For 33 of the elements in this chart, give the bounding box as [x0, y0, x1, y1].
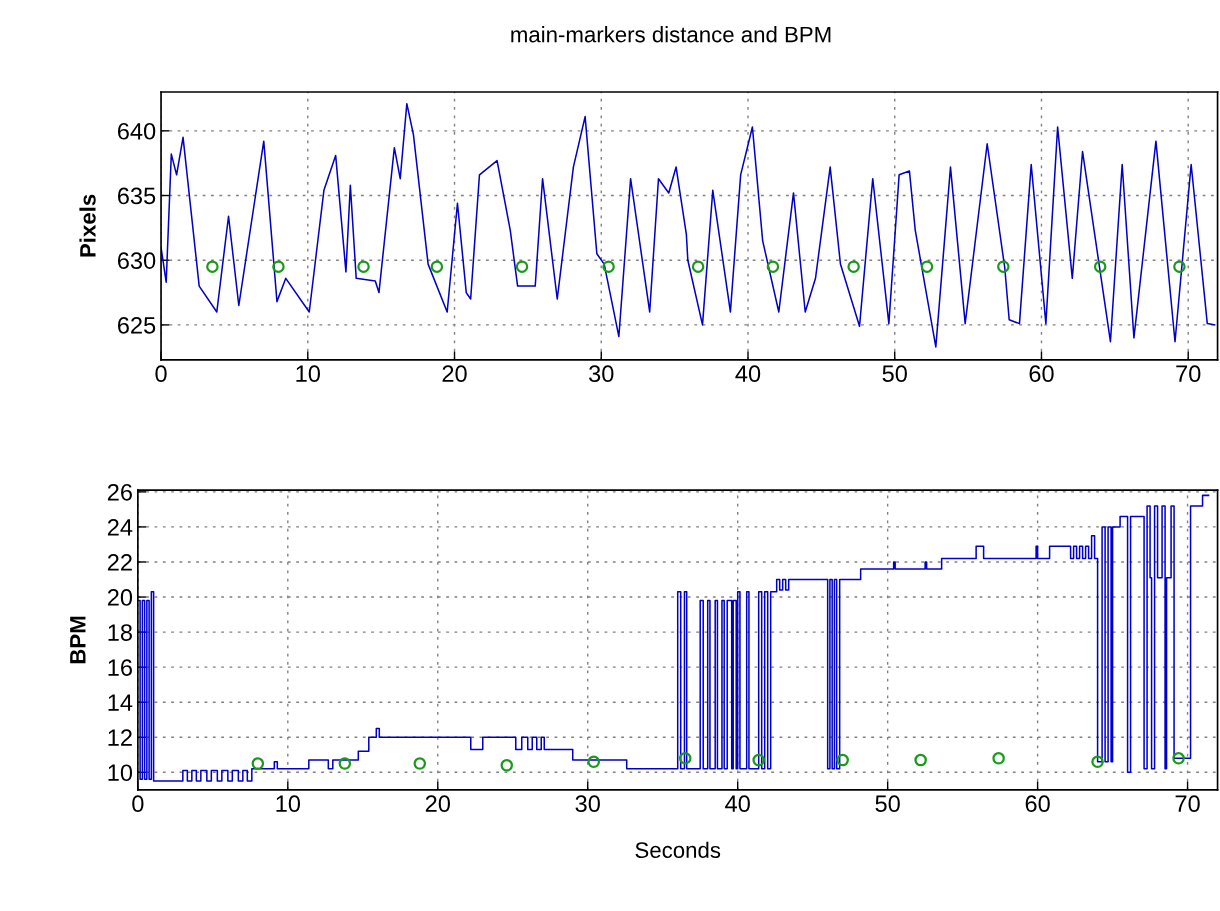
x-tick-label: 10 — [296, 365, 320, 383]
chart-title: main-markers distance and BPM — [511, 26, 831, 43]
y-axis-title: BPM — [70, 616, 86, 664]
y-tick-label: 22 — [107, 554, 132, 571]
y-tick-label: 12 — [108, 729, 132, 746]
x-tick-label: 40 — [725, 795, 750, 813]
y-tick-label: 14 — [108, 694, 133, 711]
x-tick-label: 50 — [882, 365, 907, 383]
y-tick-label: 625 — [117, 316, 156, 334]
x-tick-label: 30 — [575, 795, 600, 813]
x-tick-label: 20 — [425, 795, 450, 813]
y-tick-label: 20 — [107, 589, 133, 606]
y-axis-title: Pixels — [79, 194, 96, 257]
y-tick-label: 635 — [117, 187, 156, 205]
x-tick-label: 70 — [1176, 365, 1201, 383]
y-tick-label: 18 — [108, 624, 132, 641]
x-tick-label: 60 — [1029, 365, 1054, 383]
y-tick-label: 630 — [117, 252, 156, 269]
x-tick-label: 10 — [276, 795, 301, 813]
y-tick-label: 26 — [107, 483, 132, 501]
y-tick-label: 640 — [117, 122, 156, 140]
x-tick-label: 70 — [1175, 795, 1200, 813]
x-tick-label: 0 — [132, 795, 144, 813]
y-tick-label: 16 — [108, 659, 132, 676]
x-tick-label: 30 — [589, 365, 614, 383]
x-tick-label: 0 — [155, 365, 167, 383]
x-tick-label: 60 — [1025, 795, 1050, 813]
x-tick-label: 50 — [875, 795, 900, 813]
y-tick-label: 24 — [107, 518, 133, 536]
y-tick-label: 10 — [108, 764, 133, 782]
x-tick-label: 20 — [442, 365, 467, 383]
x-axis-title: Seconds — [635, 841, 721, 859]
x-tick-label: 40 — [735, 365, 761, 383]
